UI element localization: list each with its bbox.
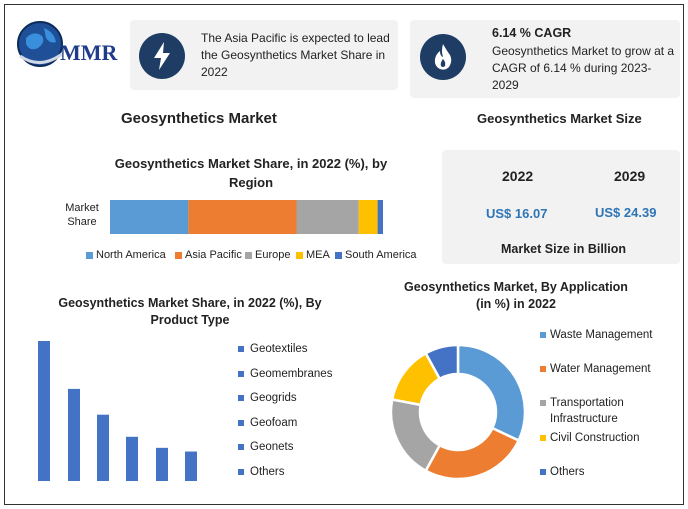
- legend-label: Geogrids: [250, 392, 297, 405]
- legend-label: Europe: [255, 249, 291, 261]
- market-size-caption: Market Size in Billion: [501, 242, 627, 256]
- region-chart-title: Geosynthetics Market Share, in 2022 (%),…: [114, 156, 388, 190]
- application-legend-waste-management: Waste Management: [540, 327, 688, 343]
- legend-swatch: [540, 435, 546, 441]
- product-legend-geonets: Geonets: [238, 441, 293, 453]
- legend-swatch: [238, 444, 244, 451]
- application-legend-water-management: Water Management: [540, 361, 688, 377]
- legend-swatch: [238, 419, 244, 426]
- donut-slice-transportation-infrastructure: [389, 397, 442, 473]
- legend-label: MEA: [306, 249, 330, 261]
- region-legend-europe: Europe: [245, 249, 290, 261]
- legend-label: Geomembranes: [250, 367, 333, 380]
- legend-label: Others: [250, 466, 285, 478]
- flame-icon: [420, 34, 466, 80]
- legend-label: South America: [345, 249, 417, 261]
- legend-swatch: [540, 469, 546, 475]
- legend-swatch: [238, 346, 244, 352]
- region-bar-asia-pacific: [188, 200, 297, 234]
- legend-label: Water Management: [550, 363, 651, 375]
- product-bar-others: [185, 451, 197, 481]
- legend-swatch: [540, 400, 546, 406]
- legend-label: North America: [96, 249, 166, 261]
- region-bar-europe: [296, 200, 359, 234]
- legend-label: Transportation Infrastructure: [550, 397, 624, 425]
- year-2022: 2022: [502, 168, 534, 184]
- legend-swatch: [296, 251, 303, 259]
- region-legend-north-america: North America: [86, 249, 166, 261]
- product-chart-title: Geosynthetics Market Share, in 2022 (%),…: [58, 296, 322, 327]
- legend-label: Others: [550, 466, 585, 478]
- legend-label: Asia Pacific: [185, 249, 242, 261]
- region-legend-mea: MEA: [296, 249, 330, 261]
- product-legend-geofoam: Geofoam: [238, 417, 297, 429]
- globe-icon: [17, 21, 63, 67]
- logo: MMR: [12, 14, 122, 74]
- region-stacked-bar-chart: [110, 200, 383, 234]
- product-bar-geomembranes: [68, 388, 80, 481]
- application-legend-others: Others: [540, 464, 688, 480]
- main-title: Geosynthetics Market: [121, 110, 277, 127]
- lightning-icon: [139, 33, 185, 79]
- product-legend-geomembranes: Geomembranes: [238, 368, 332, 380]
- region-category-label: Market Share: [65, 202, 99, 228]
- application-legend-transportation-infrastructure: Transportation Infrastructure: [540, 395, 650, 427]
- legend-swatch: [238, 395, 244, 402]
- product-bar-geofoam: [126, 436, 138, 481]
- region-bar-north-america: [110, 200, 189, 234]
- region-legend-south-america: South America: [335, 249, 417, 261]
- donut-slice-waste-management: [456, 343, 527, 443]
- application-donut-chart: [389, 343, 527, 481]
- info-card-2-text: Geosynthetics Market to grow at a CAGR o…: [492, 44, 675, 92]
- product-bar-geonets: [156, 447, 168, 481]
- logo-text: MMR: [60, 40, 118, 65]
- donut-slice-water-management: [424, 426, 521, 481]
- application-chart-title: Geosynthetics Market, By Application (in…: [404, 280, 628, 311]
- value-2029: US$ 24.39: [595, 205, 657, 220]
- product-legend-others: Others: [238, 466, 285, 478]
- value-2022: US$ 16.07: [486, 206, 548, 221]
- region-legend-asia-pacific: Asia Pacific: [175, 249, 242, 261]
- legend-label: Civil Construction: [550, 432, 640, 444]
- legend-swatch: [335, 251, 342, 259]
- market-size-title: Geosynthetics Market Size: [477, 111, 642, 126]
- product-bar-geotextiles: [38, 341, 50, 481]
- legend-swatch: [86, 251, 93, 259]
- donut-slice-others: [424, 343, 460, 381]
- legend-swatch: [238, 370, 244, 377]
- legend-label: Waste Management: [550, 329, 653, 341]
- info-card-1-text: The Asia Pacific is expected to lead the…: [201, 31, 390, 79]
- region-bar-mea: [358, 200, 378, 234]
- legend-swatch: [540, 366, 546, 372]
- region-bar-south-america: [377, 200, 383, 234]
- product-legend-geotextiles: Geotextiles: [238, 343, 308, 355]
- application-legend-civil-construction: Civil Construction: [540, 430, 688, 446]
- cagr-title: 6.14 % CAGR: [492, 26, 572, 40]
- legend-label: Geofoam: [250, 416, 298, 429]
- year-2029: 2029: [614, 168, 646, 184]
- legend-swatch: [238, 469, 244, 475]
- product-bar-geogrids: [97, 414, 109, 481]
- product-bar-chart: [38, 341, 197, 481]
- legend-swatch: [540, 332, 546, 338]
- legend-label: Geonets: [250, 441, 294, 454]
- product-legend-geogrids: Geogrids: [238, 392, 297, 404]
- legend-swatch: [245, 251, 252, 259]
- legend-label: Geotextiles: [250, 343, 308, 355]
- legend-swatch: [175, 251, 182, 259]
- market-size-panel: [442, 150, 680, 264]
